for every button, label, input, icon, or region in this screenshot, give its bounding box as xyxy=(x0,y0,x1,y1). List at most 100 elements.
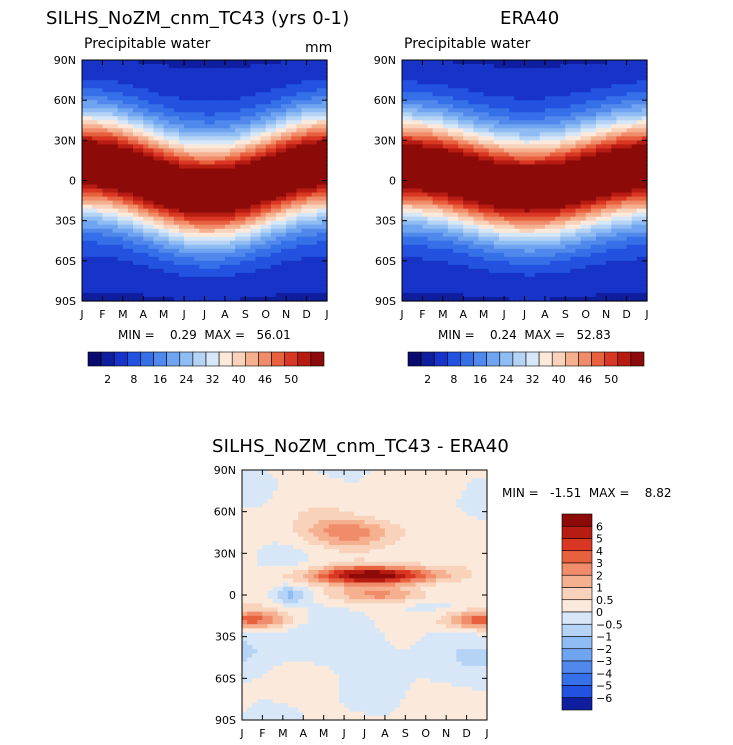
heatmap-cell xyxy=(463,84,469,89)
heatmap-cell xyxy=(102,156,108,161)
heatmap-cell xyxy=(128,72,134,77)
heatmap-cell xyxy=(266,132,272,137)
heatmap-cell xyxy=(235,281,241,286)
heatmap-cell xyxy=(428,88,434,93)
heatmap-cell xyxy=(570,144,576,149)
heatmap-cell xyxy=(307,185,313,190)
heatmap-cell xyxy=(174,168,180,173)
heatmap-cell xyxy=(159,96,165,101)
heatmap-cell xyxy=(540,120,546,125)
heatmap-cell xyxy=(489,152,495,157)
heatmap-cell xyxy=(422,84,428,89)
heatmap-cell xyxy=(291,168,297,173)
heatmap-cell xyxy=(417,205,423,210)
heatmap-cell xyxy=(448,132,454,137)
heatmap-cell xyxy=(473,172,479,177)
heatmap-cell xyxy=(205,273,211,278)
heatmap-cell xyxy=(113,164,119,169)
heatmap-cell xyxy=(82,168,88,173)
heatmap-cell xyxy=(525,152,531,157)
heatmap-cell xyxy=(402,172,408,177)
heatmap-cell xyxy=(82,233,88,238)
heatmap-cell xyxy=(235,84,241,89)
heatmap-cell xyxy=(174,265,180,270)
heatmap-cell xyxy=(499,241,505,246)
heatmap-cell xyxy=(555,237,561,242)
heatmap-cell xyxy=(250,144,256,149)
heatmap-cell xyxy=(276,88,282,93)
heatmap-cell xyxy=(286,201,292,206)
heatmap-cell xyxy=(261,76,267,81)
heatmap-cell xyxy=(479,108,485,113)
heatmap-cell xyxy=(250,205,256,210)
heatmap-cell xyxy=(199,160,205,165)
heatmap-cell xyxy=(570,201,576,206)
heatmap-cell xyxy=(565,64,571,69)
heatmap-cell xyxy=(220,112,226,117)
heatmap-cell xyxy=(428,257,434,262)
heatmap-cell xyxy=(108,72,114,77)
heatmap-cell xyxy=(540,112,546,117)
heatmap-cell xyxy=(266,136,272,141)
heatmap-cell xyxy=(108,189,114,194)
heatmap-cell xyxy=(118,181,124,186)
heatmap-cell xyxy=(438,281,444,286)
heatmap-cell xyxy=(565,120,571,125)
heatmap-cell xyxy=(422,197,428,202)
heatmap-cell xyxy=(153,60,159,65)
heatmap-cell xyxy=(256,108,262,113)
heatmap-cell xyxy=(174,221,180,226)
heatmap-cell xyxy=(82,92,88,97)
heatmap-cell xyxy=(123,80,129,85)
heatmap-cell xyxy=(256,281,262,286)
heatmap-cell xyxy=(250,221,256,226)
heatmap-cell xyxy=(118,209,124,214)
heatmap-cell xyxy=(473,281,479,286)
heatmap-cell xyxy=(484,156,490,161)
heatmap-cell xyxy=(128,172,134,177)
heatmap-cell xyxy=(560,80,566,85)
heatmap-cell xyxy=(301,277,307,282)
heatmap-cell xyxy=(555,213,561,218)
heatmap-cell xyxy=(286,245,292,250)
heatmap-cell xyxy=(97,257,103,262)
heatmap-cell xyxy=(473,132,479,137)
heatmap-cell xyxy=(153,293,159,298)
heatmap-cell xyxy=(113,132,119,137)
heatmap-cell xyxy=(407,209,413,214)
heatmap-cell xyxy=(138,229,144,234)
heatmap-cell xyxy=(266,189,272,194)
heatmap-cell xyxy=(281,253,287,258)
heatmap-cell xyxy=(82,140,88,145)
heatmap-cell xyxy=(530,209,536,214)
heatmap-cell xyxy=(205,172,211,177)
heatmap-cell xyxy=(184,293,190,298)
heatmap-cell xyxy=(148,156,154,161)
heatmap-cell xyxy=(97,164,103,169)
heatmap-cell xyxy=(407,156,413,161)
heatmap-cell xyxy=(159,100,165,105)
heatmap-cell xyxy=(123,116,129,121)
heatmap-cell xyxy=(412,124,418,129)
heatmap-cell xyxy=(102,257,108,262)
heatmap-cell xyxy=(128,241,134,246)
x-tick-label: D xyxy=(302,308,310,321)
heatmap-cell xyxy=(128,116,134,121)
heatmap-cell xyxy=(235,92,241,97)
heatmap-cell xyxy=(525,249,531,254)
heatmap-cell xyxy=(118,120,124,125)
heatmap-cell xyxy=(504,197,510,202)
heatmap-cell xyxy=(443,80,449,85)
heatmap-cell xyxy=(235,225,241,230)
heatmap-cell xyxy=(438,76,444,81)
heatmap-cell xyxy=(138,168,144,173)
heatmap-cell xyxy=(317,120,323,125)
heatmap-cell xyxy=(438,197,444,202)
heatmap-cell xyxy=(550,245,556,250)
heatmap-cell xyxy=(179,84,185,89)
heatmap-cell xyxy=(291,277,297,282)
heatmap-cell xyxy=(417,80,423,85)
heatmap-cell xyxy=(463,233,469,238)
heatmap-cell xyxy=(422,285,428,290)
heatmap-cell xyxy=(530,285,536,290)
